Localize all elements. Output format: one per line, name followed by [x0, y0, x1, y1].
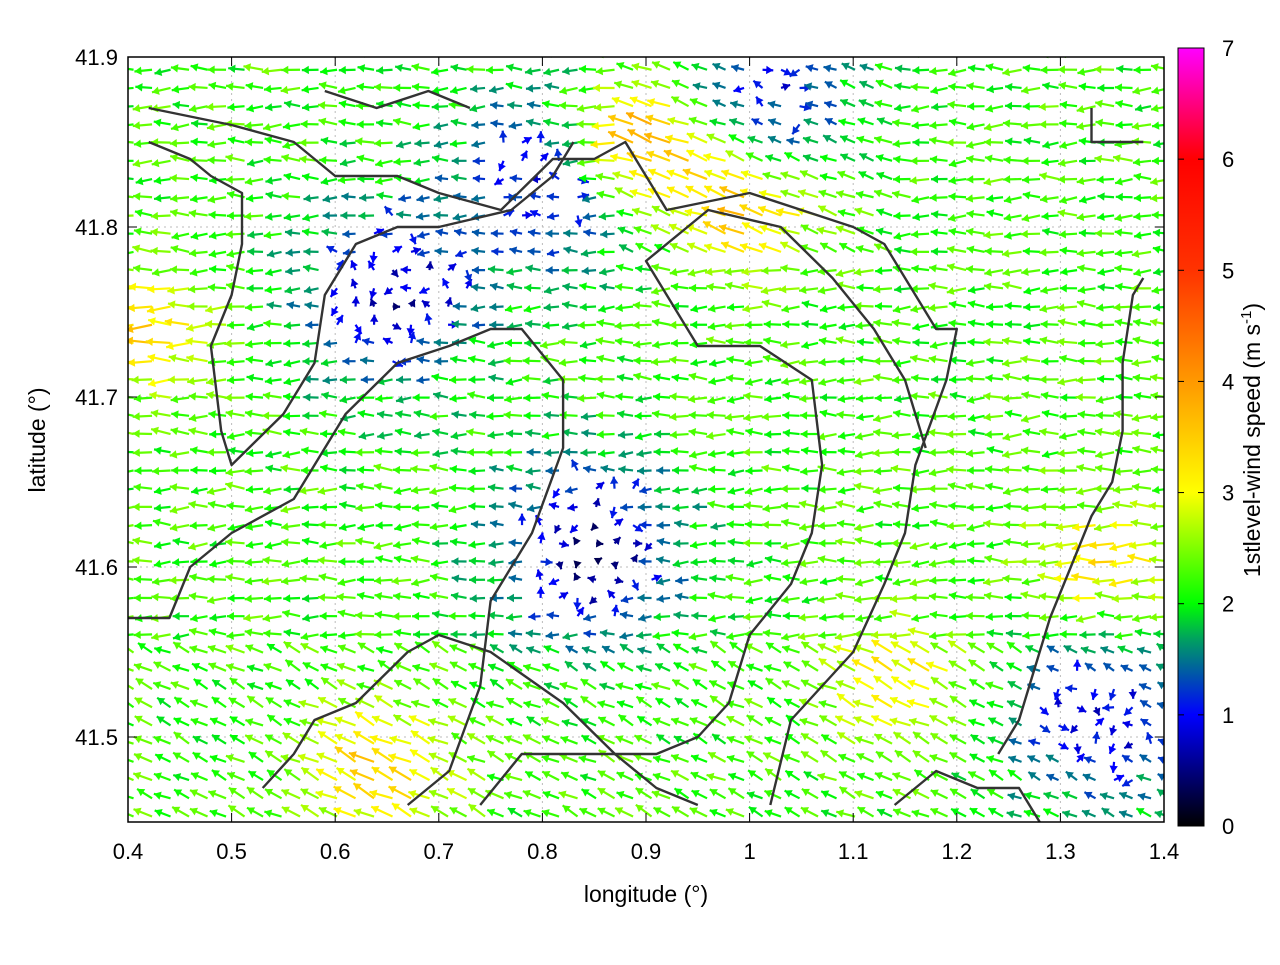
x-axis-label: longitude (°): [584, 881, 708, 907]
x-tick-label: 0.8: [527, 839, 558, 864]
wind-arrow: [769, 45, 781, 53]
wind-arrow: [133, 48, 153, 56]
wind-arrow: [711, 46, 725, 54]
wind-arrow: [300, 45, 318, 53]
colorbar-tick-label: 1: [1222, 703, 1234, 728]
wind-arrow: [876, 45, 892, 53]
wind-arrow: [392, 46, 411, 54]
wind-arrow: [374, 46, 393, 54]
wind-arrow: [412, 48, 430, 56]
colorbar-label: 1stlevel-wind speed (m s-1): [1238, 303, 1265, 577]
y-tick-label: 41.6: [75, 555, 118, 580]
colorbar-label-sup: -1: [1238, 311, 1255, 324]
wind-arrow: [1116, 46, 1132, 54]
wind-arrow: [246, 49, 263, 57]
wind-arrow: [485, 47, 503, 55]
wind-arrow: [281, 45, 300, 53]
x-tick-label: 0.6: [320, 839, 351, 864]
colorbar-tick-label: 2: [1222, 592, 1234, 617]
wind-arrow: [466, 48, 485, 56]
wind-arrow: [227, 45, 244, 53]
x-tick-label: 0.5: [216, 839, 247, 864]
wind-arrow: [891, 49, 910, 57]
wind-arrow: [842, 45, 855, 53]
wind-arrow: [968, 46, 984, 54]
wind-arrow: [264, 47, 282, 55]
wind-arrow: [615, 43, 633, 52]
colorbar-tick-label: 0: [1222, 814, 1234, 839]
colorbar-tick-label: 6: [1222, 147, 1234, 172]
wind-arrow: [984, 49, 1003, 57]
wind-arrow: [173, 47, 189, 55]
wind-arrow: [1132, 46, 1151, 54]
wind-arrow: [635, 43, 651, 51]
wind-arrow: [153, 46, 170, 54]
wind-arrow: [730, 46, 744, 54]
y-tick-label: 41.8: [75, 215, 118, 240]
wind-arrow: [318, 45, 337, 53]
wind-arrow: [822, 44, 837, 52]
x-tick-label: 0.4: [113, 839, 144, 864]
x-tick-label: 1.3: [1045, 839, 1076, 864]
wind-arrow: [1152, 49, 1170, 57]
y-tick-label: 41.5: [75, 725, 118, 750]
x-tick-label: 0.7: [424, 839, 455, 864]
wind-arrow: [806, 46, 818, 54]
y-tick-label: 41.7: [75, 385, 118, 410]
x-tick-label: 0.9: [631, 839, 662, 864]
colorbar-tick-label: 3: [1222, 481, 1234, 506]
wind-arrow: [524, 47, 540, 55]
wind-arrow: [1022, 46, 1041, 54]
wind-arrow: [1097, 45, 1114, 53]
wind-arrow: [210, 47, 226, 55]
colorbar: [1178, 48, 1204, 826]
wind-arrow: [1003, 47, 1021, 55]
wind-arrow: [559, 45, 577, 53]
colorbar-tick-label: 4: [1222, 369, 1234, 394]
y-tick-label: 41.9: [75, 45, 118, 70]
wind-arrow: [579, 46, 596, 54]
wind-arrow: [431, 47, 448, 55]
wind-arrow: [191, 47, 208, 55]
colorbar-label-end: ): [1239, 303, 1265, 311]
wind-arrow: [948, 48, 966, 56]
x-tick-label: 1.1: [838, 839, 869, 864]
wind-arrow: [860, 44, 874, 52]
x-tick-label: 1.4: [1149, 839, 1180, 864]
wind-arrow: [673, 45, 689, 53]
wind-arrow: [116, 48, 133, 56]
x-tick-label: 1: [743, 839, 755, 864]
wind-arrow: [786, 46, 799, 54]
colorbar-tick-label: 7: [1222, 36, 1234, 61]
colorbar-label-main: 1stlevel-wind speed (m s: [1239, 324, 1265, 577]
y-axis-label: latitude (°): [24, 387, 50, 492]
wind-arrow: [750, 45, 763, 53]
colorbar-tick-label: 5: [1222, 258, 1234, 283]
wind-arrow: [930, 46, 948, 54]
wind-arrow: [655, 44, 670, 52]
wind-arrow: [691, 45, 707, 53]
wind-arrow: [1078, 48, 1096, 56]
wind-arrow: [338, 48, 355, 56]
x-tick-label: 1.2: [942, 839, 973, 864]
wind-arrow: [504, 48, 522, 56]
wind-arrow: [1168, 725, 1175, 735]
